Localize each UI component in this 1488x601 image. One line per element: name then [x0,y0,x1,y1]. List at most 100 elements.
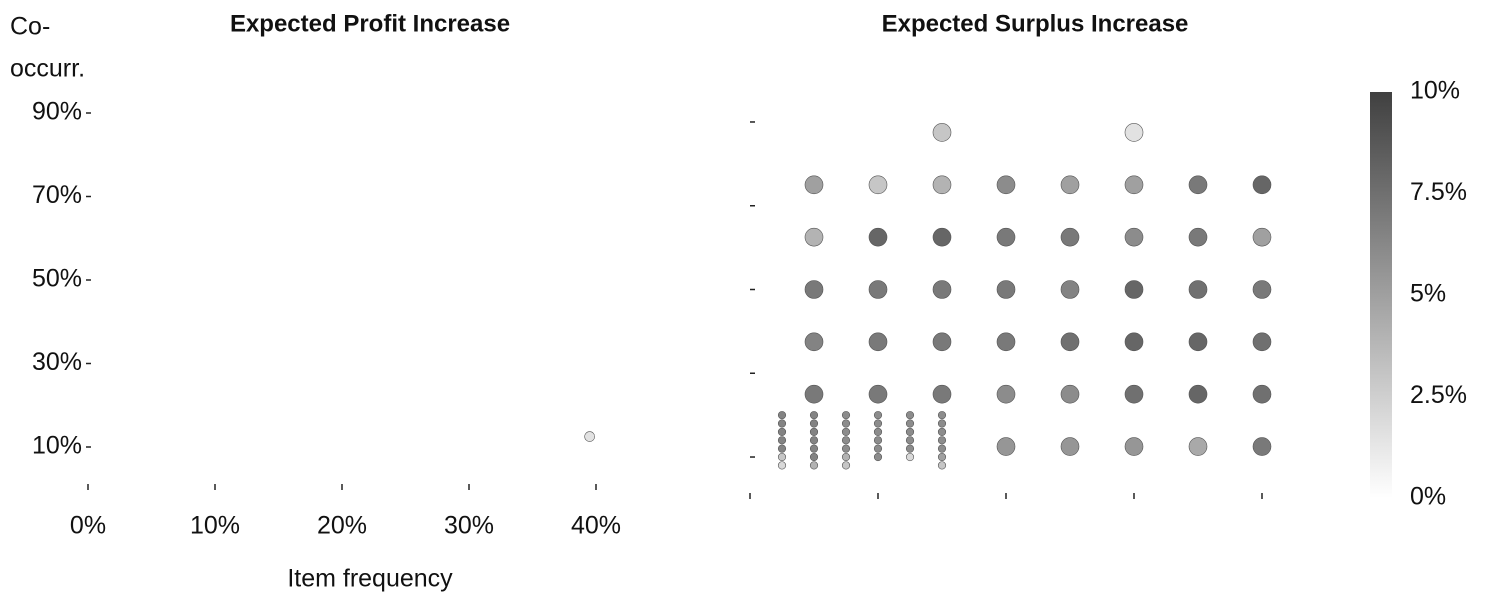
point [932,175,952,195]
point [873,427,883,436]
point [809,427,819,436]
point [777,411,787,420]
point [1060,332,1080,352]
point [1060,227,1080,247]
point [1252,227,1272,247]
point [1252,332,1272,352]
point [809,452,819,462]
point [868,332,888,352]
point [937,411,947,420]
point [932,123,952,142]
y-tick-label: 50% [32,265,82,293]
colorbar-tick-label: 7.5% [1410,178,1467,206]
point [809,461,819,470]
point [1188,437,1208,456]
colorbar-tick-label: 10% [1410,77,1460,105]
point [777,419,787,428]
point [1124,175,1144,195]
point [1252,384,1272,404]
point [809,419,819,428]
chart-title: Expected Profit Increase [230,10,510,37]
point [932,280,952,299]
point [996,332,1016,352]
point [905,427,915,436]
point [841,461,851,470]
point [841,444,851,453]
point [1124,280,1144,299]
point [868,175,888,195]
point [996,437,1016,456]
x-axis-label: Item frequency [287,565,453,593]
point [804,227,824,247]
point [777,461,787,470]
point [873,436,883,445]
point [1188,332,1208,352]
point [868,280,888,299]
point [873,411,883,420]
point [873,444,883,453]
point [996,175,1016,195]
point [804,332,824,352]
colorbar-tick-label: 2.5% [1410,381,1467,409]
point [777,436,787,445]
point [809,436,819,445]
point [868,227,888,247]
x-tick-label: 20% [317,512,367,540]
point [873,419,883,428]
x-tick-label: 30% [444,512,494,540]
point [1124,437,1144,456]
point [584,431,595,442]
point [1060,437,1080,456]
point [1188,280,1208,299]
y-axis-label: Co- [10,13,50,41]
point [937,461,947,470]
point [937,444,947,453]
point [1060,384,1080,404]
point [1188,175,1208,195]
point [905,444,915,453]
point [905,419,915,428]
point [932,227,952,247]
point [937,427,947,436]
x-tick-label: 10% [190,512,240,540]
point [1060,280,1080,299]
point [841,419,851,428]
point [937,419,947,428]
y-tick-label: 10% [32,432,82,460]
point [804,384,824,404]
point [1252,175,1272,195]
point [809,411,819,420]
point [1124,384,1144,404]
colorbar-tick-label: 5% [1410,280,1446,308]
point [841,452,851,462]
point [804,280,824,299]
point [1124,123,1144,142]
point [1188,227,1208,247]
point [1124,332,1144,352]
y-tick-label: 70% [32,181,82,209]
x-tick-label: 40% [571,512,621,540]
point [996,227,1016,247]
x-tick-label: 0% [70,512,106,540]
colorbar [1370,92,1392,498]
point [1060,175,1080,195]
point [905,411,915,420]
point [996,384,1016,404]
point [841,436,851,445]
colorbar-tick-label: 0% [1410,483,1446,511]
point [777,444,787,453]
point [777,427,787,436]
y-axis-label: occurr. [10,55,85,83]
point [1252,280,1272,299]
point [873,452,883,462]
point [1124,227,1144,247]
point [1252,437,1272,456]
point [937,436,947,445]
point [905,436,915,445]
point [937,452,947,462]
point [804,175,824,195]
chart-title: Expected Surplus Increase [882,10,1189,37]
y-tick-label: 30% [32,348,82,376]
